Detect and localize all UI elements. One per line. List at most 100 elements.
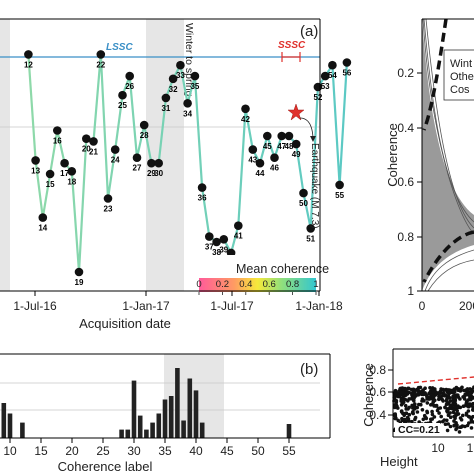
- point-label: 30: [154, 169, 163, 178]
- point-label: 50: [299, 199, 308, 208]
- y-tick-label: 0.8: [369, 363, 386, 377]
- scatter-point: [398, 390, 403, 395]
- point-label: 41: [234, 232, 243, 241]
- scatter-point: [407, 386, 411, 391]
- bar: [119, 429, 124, 438]
- colorbar-tick-label: 0.4: [239, 279, 252, 290]
- x-axis-title: Height: [380, 454, 418, 469]
- scatter-point: [406, 399, 410, 403]
- scatter-point: [448, 403, 452, 408]
- point-label: 27: [133, 164, 142, 173]
- scatter-point: [464, 393, 469, 397]
- scatter-point: [395, 404, 399, 408]
- data-point: [60, 158, 69, 168]
- scatter-point: [471, 401, 474, 406]
- colorbar-title: Mean coherence: [236, 262, 329, 276]
- x-tick-label: 1-Jul-16: [13, 299, 57, 313]
- point-label: 48: [285, 142, 294, 151]
- scatter-point: [438, 406, 443, 410]
- panel-right-top: Wint Othe Cos 0.2 0.4 0.6 0.8 1 0 200 Co…: [385, 18, 474, 313]
- point-label: 22: [96, 60, 105, 69]
- colorbar-tick-label: 0.6: [263, 279, 276, 290]
- point-label: 35: [190, 82, 199, 91]
- data-point: [234, 221, 243, 230]
- x-tick-label: 55: [282, 444, 296, 458]
- scatter-point: [423, 386, 427, 391]
- scatter-point: [461, 413, 465, 418]
- scatter-point: [439, 414, 444, 419]
- data-point: [190, 71, 200, 81]
- scatter-point: [453, 399, 458, 403]
- data-point: [38, 213, 48, 222]
- point-label: 53: [321, 82, 330, 91]
- sssc-label: SSSC: [278, 40, 306, 51]
- scatter-point: [404, 388, 408, 392]
- data-point: [53, 126, 62, 135]
- data-point: [277, 131, 287, 141]
- point-label: 32: [169, 85, 178, 94]
- scatter-point: [462, 388, 466, 393]
- distribution-curves: [422, 18, 474, 292]
- data-point: [212, 237, 221, 247]
- point-label: 34: [183, 109, 192, 118]
- scatter-point: [441, 387, 446, 392]
- scatter-point: [407, 412, 412, 417]
- scatter-point: [466, 404, 471, 409]
- cc-background: [395, 423, 440, 435]
- scatter-point: [421, 392, 426, 397]
- scatter-point: [401, 394, 405, 399]
- scatter-point: [403, 403, 408, 408]
- scatter-point: [446, 422, 451, 426]
- scatter-point: [453, 402, 458, 406]
- scatter-point: [393, 413, 398, 418]
- point-label: 14: [38, 224, 47, 233]
- data-point: [335, 180, 344, 190]
- panel-a-label: (a): [300, 23, 318, 40]
- data-point: [31, 156, 40, 165]
- point-label: 25: [118, 101, 127, 110]
- scatter-point: [465, 423, 470, 428]
- x-tick-label: 0: [419, 299, 426, 313]
- bar: [162, 399, 168, 438]
- scatter-point: [453, 396, 457, 401]
- scatter-point: [407, 390, 412, 395]
- data-point: [270, 153, 279, 162]
- scatter-point: [437, 392, 442, 396]
- data-point: [263, 131, 272, 141]
- scatter-point: [422, 399, 426, 403]
- data-point: [74, 267, 84, 277]
- scatter-point: [432, 415, 437, 419]
- bar: [150, 422, 155, 438]
- data-point: [320, 71, 330, 81]
- scatter-point: [407, 419, 411, 423]
- scatter-point: [466, 409, 471, 413]
- data-point: [118, 90, 127, 100]
- scatter-point: [425, 401, 430, 405]
- scatter-point: [470, 395, 474, 400]
- point-label: 19: [75, 278, 84, 287]
- data-point: [67, 167, 77, 176]
- scatter-point: [397, 394, 402, 399]
- bar: [20, 422, 25, 438]
- scatter-point: [430, 409, 434, 414]
- data-point: [168, 74, 178, 84]
- earthquake-arrow-head: [310, 136, 316, 142]
- point-label: 45: [263, 142, 272, 151]
- right-bottom-y-ticks: [388, 369, 393, 416]
- data-point: [82, 134, 91, 143]
- data-point: [299, 188, 308, 198]
- x-tick-label: 50: [251, 444, 265, 458]
- scatter-point: [438, 389, 443, 394]
- scatter-point: [469, 390, 474, 394]
- data-point: [306, 224, 316, 233]
- point-label: 55: [335, 191, 344, 200]
- distribution-band: [422, 19, 474, 291]
- point-label: 29: [147, 169, 156, 178]
- x-tick-label: 35: [158, 444, 172, 458]
- point-label: 20: [82, 145, 91, 154]
- bar: [187, 378, 193, 438]
- scatter-point: [398, 387, 402, 391]
- shaded-region-winter: [146, 19, 184, 291]
- data-point: [241, 104, 250, 114]
